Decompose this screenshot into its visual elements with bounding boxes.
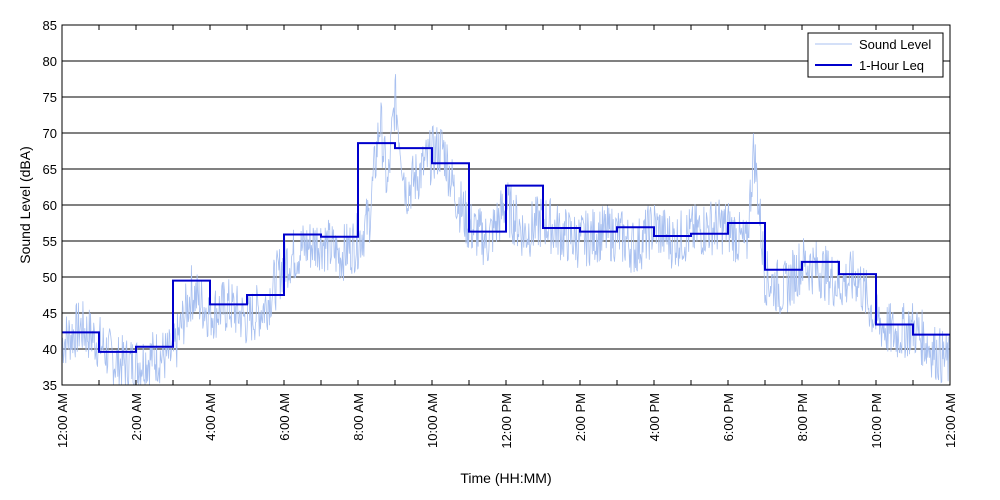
y-tick-label: 35 — [43, 378, 57, 393]
y-tick-label: 40 — [43, 342, 57, 357]
x-tick-label: 4:00 PM — [647, 393, 662, 441]
x-tick-label: 10:00 AM — [425, 393, 440, 448]
y-axis-title: Sound Level (dBA) — [17, 146, 33, 264]
x-tick-label: 8:00 AM — [351, 393, 366, 441]
y-tick-label: 70 — [43, 126, 57, 141]
x-tick-label: 4:00 AM — [203, 393, 218, 441]
y-tick-label: 60 — [43, 198, 57, 213]
y-tick-label: 80 — [43, 54, 57, 69]
x-tick-label: 6:00 AM — [277, 393, 292, 441]
x-tick-label: 12:00 PM — [499, 393, 514, 449]
x-tick-label: 2:00 AM — [129, 393, 144, 441]
series-1-hour-leq — [62, 142, 950, 353]
y-tick-label: 75 — [43, 90, 57, 105]
legend-label-1-hour-leq: 1-Hour Leq — [859, 58, 924, 73]
x-axis-title: Time (HH:MM) — [460, 470, 551, 486]
x-tick-label: 12:00 AM — [943, 393, 958, 448]
y-tick-labels: 35 40 45 50 55 60 65 70 75 80 85 — [43, 18, 57, 393]
y-tick-label: 50 — [43, 270, 57, 285]
legend: Sound Level 1-Hour Leq — [807, 32, 944, 78]
x-tick-labels: 12:00 AM 2:00 AM 4:00 AM 6:00 AM 8:00 AM 10:0… — [55, 393, 958, 449]
y-tick-label: 65 — [43, 162, 57, 177]
y-tick-label: 55 — [43, 234, 57, 249]
x-tick-label: 12:00 AM — [55, 393, 70, 448]
y-tick-label: 45 — [43, 306, 57, 321]
y-tick-label: 85 — [43, 18, 57, 33]
grid-lines — [62, 60, 950, 350]
x-tick-label: 10:00 PM — [869, 393, 884, 449]
x-tick-label: 6:00 PM — [721, 393, 736, 441]
x-tick-label: 8:00 PM — [795, 393, 810, 441]
x-tick-label: 2:00 PM — [573, 393, 588, 441]
series-group — [61, 74, 951, 386]
plot-frame — [61, 24, 951, 386]
legend-label-sound-level: Sound Level — [859, 37, 931, 52]
legend-box — [807, 32, 944, 78]
